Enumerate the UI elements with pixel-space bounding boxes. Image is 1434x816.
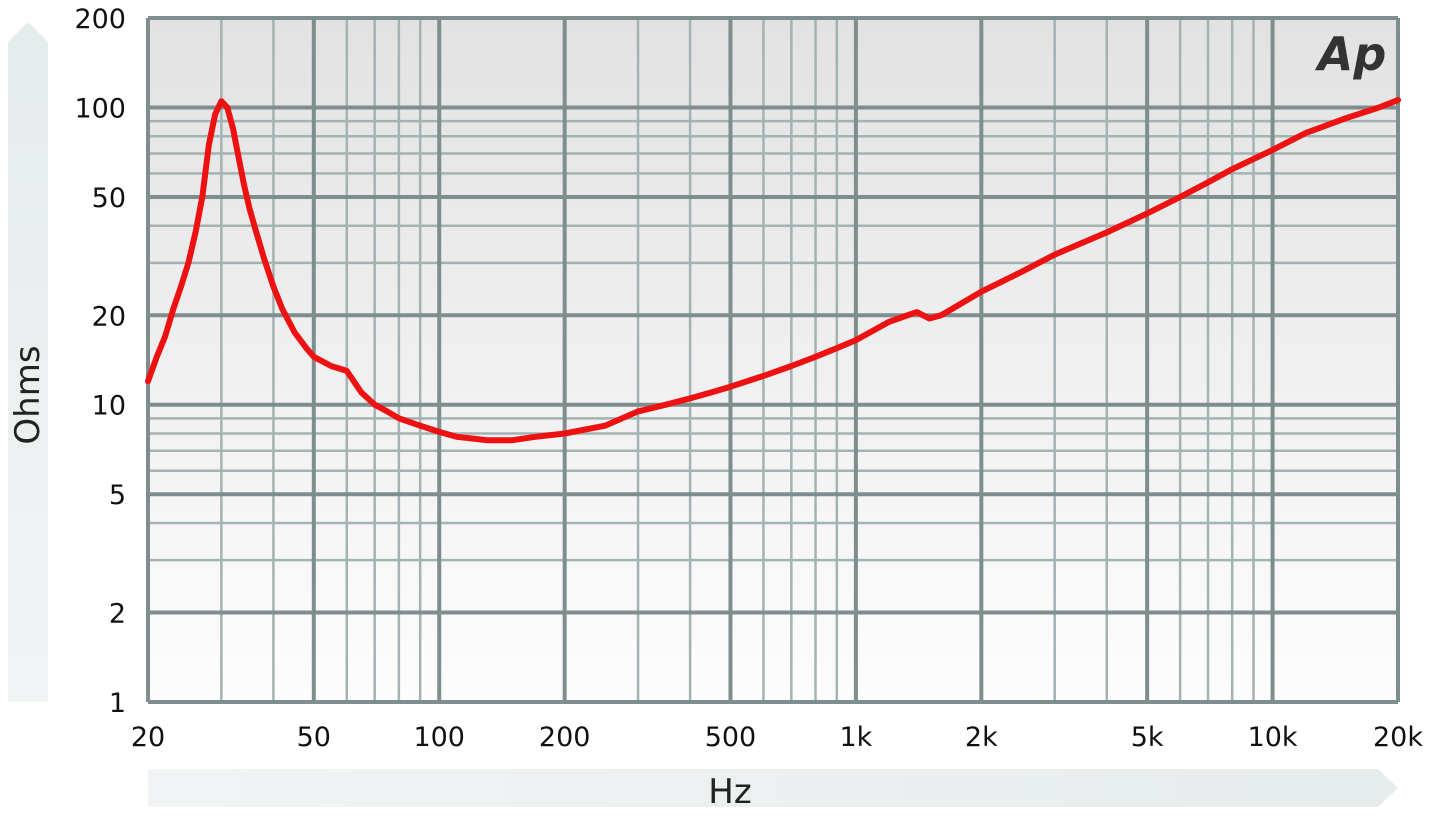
x-tick-label: 5k [1131, 722, 1164, 753]
y-tick-labels: 1 2 5 10 20 50 100 200 [74, 4, 126, 719]
ap-logo: Ap [1315, 27, 1387, 81]
y-tick-label: 20 [92, 301, 126, 332]
y-axis-title: Ohms [8, 345, 48, 444]
y-tick-label: 100 [74, 93, 126, 124]
x-tick-label: 500 [705, 722, 757, 753]
x-tick-label: 200 [539, 722, 591, 753]
x-axis-title: Hz [708, 772, 751, 812]
x-tick-label: 100 [413, 722, 465, 753]
y-tick-label: 50 [92, 183, 126, 214]
x-tick-label: 50 [297, 722, 331, 753]
y-tick-label: 10 [92, 391, 126, 422]
x-tick-label: 1k [839, 722, 872, 753]
x-tick-label: 10k [1248, 722, 1298, 753]
y-tick-label: 200 [74, 4, 126, 35]
impedance-line [145, 97, 1401, 444]
x-tick-label: 2k [965, 722, 998, 753]
x-tick-label: 20 [131, 722, 165, 753]
x-tick-label: 20k [1373, 722, 1423, 753]
y-tick-label: 5 [109, 480, 126, 511]
x-tick-labels: 20 50 100 200 500 1k 2k 5k 10k 20k [131, 722, 1424, 753]
grid-minor [148, 18, 1398, 702]
y-tick-label: 2 [109, 599, 126, 630]
y-axis-band [8, 22, 48, 702]
grid-major [146, 16, 1400, 704]
plot-area [148, 18, 1398, 702]
y-tick-label: 1 [109, 688, 126, 719]
x-axis-band [148, 769, 1398, 807]
